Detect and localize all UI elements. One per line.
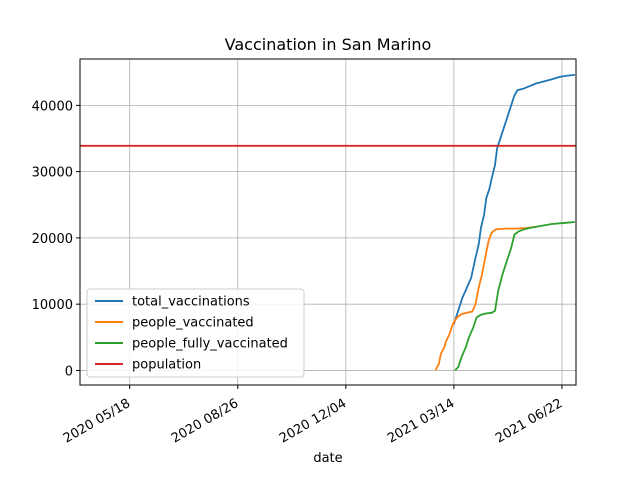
legend-label: total_vaccinations — [132, 295, 250, 310]
grid — [80, 59, 576, 385]
legend-label: people_fully_vaccinated — [132, 337, 288, 352]
plot-frame — [79, 58, 577, 386]
legend-box — [86, 288, 305, 378]
chart-title: Vaccination in San Marino — [225, 35, 432, 54]
legend-label: people_vaccinated — [132, 316, 254, 331]
series-line-people-vaccinated — [434, 225, 538, 371]
y-tick-label: 0 — [65, 364, 73, 379]
series-lines — [80, 74, 576, 372]
y-tick-label: 10000 — [32, 298, 73, 313]
series-line-people-fully-vaccinated — [454, 221, 575, 372]
legend-label: population — [132, 358, 201, 373]
y-tick-label: 20000 — [32, 232, 73, 247]
y-tick-label: 30000 — [32, 166, 73, 181]
x-axis-label: date — [313, 451, 342, 466]
y-tick-label: 40000 — [32, 99, 73, 114]
legend: total_vaccinations people_vaccinatedpeopl… — [86, 288, 305, 378]
series-line-total-vaccinations — [453, 74, 575, 325]
